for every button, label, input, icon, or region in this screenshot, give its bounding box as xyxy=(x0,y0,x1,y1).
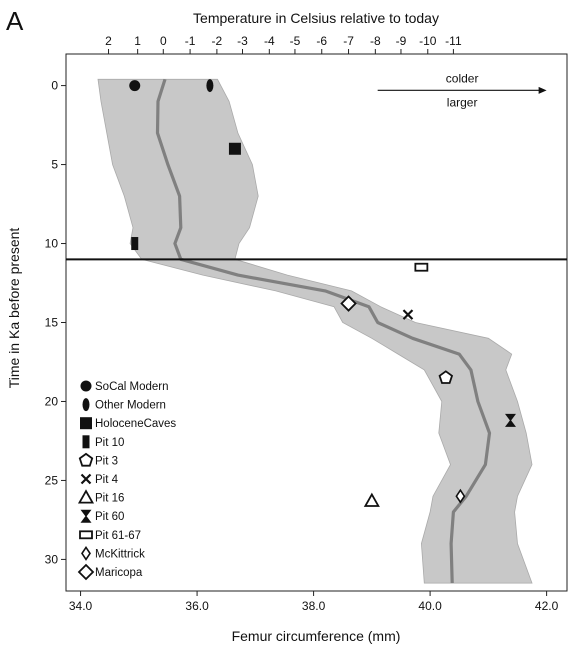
point-other-modern xyxy=(206,79,214,93)
arrow-label-larger: larger xyxy=(447,95,478,109)
top-tick-label: 0 xyxy=(160,34,167,48)
top-tick-label: -4 xyxy=(264,34,275,48)
arrow-label-colder: colder xyxy=(446,71,479,85)
y-tick-label: 0 xyxy=(51,79,58,93)
legend-marker-holocenecaves-shape xyxy=(80,417,92,430)
point-pit-3-shape xyxy=(438,370,454,384)
top-tick-label: -9 xyxy=(396,34,407,48)
top-tick-label: -2 xyxy=(212,34,223,48)
y-tick-label: 15 xyxy=(45,316,59,330)
y-tick-label: 30 xyxy=(45,552,59,566)
top-axis-title: Temperature in Celsius relative to today xyxy=(193,10,439,26)
x-tick-label: 38.0 xyxy=(302,599,326,613)
legend-marker-pit-10-shape xyxy=(82,435,90,449)
x-tick-label: 34.0 xyxy=(69,599,93,613)
point-socal-modern xyxy=(129,80,141,92)
point-socal-modern-shape xyxy=(129,80,141,92)
x-axis-title: Femur circumference (mm) xyxy=(232,628,401,644)
top-tick-label: -7 xyxy=(343,34,354,48)
legend-marker-holocenecaves xyxy=(80,417,92,430)
point-mckittrick-shape xyxy=(455,488,466,504)
annotation-layer: colder larger xyxy=(377,71,547,109)
legend-label: Maricopa xyxy=(95,567,143,579)
y-tick-label: 20 xyxy=(45,394,59,408)
legend-marker-pit-4 xyxy=(80,473,92,485)
legend-marker-pit-61-67 xyxy=(79,530,93,540)
point-pit-4-shape xyxy=(402,309,414,320)
legend-marker-other-modern-shape xyxy=(82,398,90,412)
legend-marker-pit-10 xyxy=(82,435,90,449)
data-points-layer xyxy=(129,79,516,507)
top-tick-label: -1 xyxy=(185,34,196,48)
legend-marker-socal-modern xyxy=(80,380,92,392)
top-tick-label: -10 xyxy=(419,34,437,48)
top-tick-label: -8 xyxy=(370,34,381,48)
trend-line xyxy=(155,78,492,584)
legend-marker-pit-60-shape xyxy=(80,509,92,523)
y-axis-title: Time in Ka before present xyxy=(6,228,22,389)
legend-label: Pit 16 xyxy=(95,493,124,505)
point-pit-61-67 xyxy=(414,262,429,272)
point-holocenecaves-shape xyxy=(228,142,241,155)
legend-marker-maricopa xyxy=(77,563,95,581)
y-tick-label: 25 xyxy=(45,473,59,487)
legend-label: Pit 10 xyxy=(95,437,124,449)
point-pit-4 xyxy=(402,309,414,320)
top-tick-label: -6 xyxy=(316,34,327,48)
panel-label: A xyxy=(6,6,24,36)
legend-marker-pit-4-shape xyxy=(80,473,92,485)
legend-marker-other-modern xyxy=(82,398,90,412)
legend-label: Pit 3 xyxy=(95,455,118,467)
point-pit-10-shape xyxy=(131,237,139,251)
legend-label: Other Modern xyxy=(95,400,166,412)
legend-marker-pit-16 xyxy=(77,489,95,504)
trend-line-layer xyxy=(155,78,492,584)
top-tick-label: -3 xyxy=(237,34,248,48)
y-tick-label: 5 xyxy=(51,158,58,172)
legend-label: Pit 61-67 xyxy=(95,530,141,542)
point-holocenecaves xyxy=(228,142,241,155)
point-mckittrick xyxy=(455,488,466,504)
legend-label: HoloceneCaves xyxy=(95,418,176,430)
legend-marker-mckittrick-shape xyxy=(81,545,91,561)
legend-label: Pit 4 xyxy=(95,474,119,486)
point-maricopa xyxy=(340,295,357,312)
top-tick-label: -11 xyxy=(445,34,462,48)
legend-marker-mckittrick xyxy=(81,545,91,561)
legend-marker-maricopa-shape xyxy=(77,563,95,581)
y-tick-label: 10 xyxy=(45,237,59,251)
x-tick-label: 40.0 xyxy=(418,599,442,613)
point-pit-16 xyxy=(363,492,380,507)
point-pit-60-shape xyxy=(504,413,516,427)
point-pit-10 xyxy=(131,237,139,251)
legend-marker-pit-60 xyxy=(80,509,92,523)
x-tick-label: 36.0 xyxy=(185,599,209,613)
legend: SoCal Modern Other Modern HoloceneCaves Pit… xyxy=(77,380,176,581)
point-pit-60 xyxy=(504,413,516,427)
legend-label: Pit 60 xyxy=(95,511,124,523)
point-pit-3 xyxy=(438,370,454,384)
point-maricopa-shape xyxy=(340,295,357,312)
legend-marker-pit-61-67-shape xyxy=(79,530,93,540)
top-tick-label: -5 xyxy=(290,34,301,48)
point-other-modern-shape xyxy=(206,79,214,93)
point-pit-16-shape xyxy=(363,492,380,507)
legend-label: SoCal Modern xyxy=(95,381,169,393)
legend-marker-pit-3-shape xyxy=(78,452,94,467)
point-pit-61-67-shape xyxy=(414,262,429,272)
legend-marker-pit-16-shape xyxy=(77,489,95,504)
top-tick-label: 2 xyxy=(105,34,112,48)
legend-label: McKittrick xyxy=(95,548,145,560)
x-tick-label: 42.0 xyxy=(535,599,559,613)
top-tick-label: 1 xyxy=(134,34,141,48)
legend-marker-pit-3 xyxy=(78,452,94,467)
arrow-head xyxy=(538,86,547,94)
legend-marker-socal-modern-shape xyxy=(80,380,92,392)
